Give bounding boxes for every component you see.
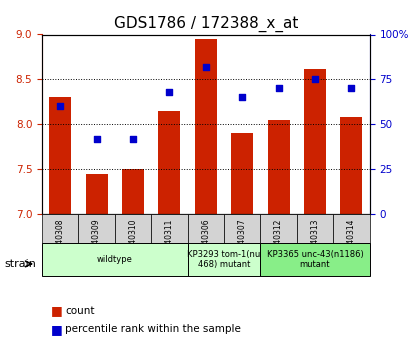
Text: percentile rank within the sample: percentile rank within the sample bbox=[65, 325, 241, 334]
FancyBboxPatch shape bbox=[42, 214, 79, 243]
Title: GDS1786 / 172388_x_at: GDS1786 / 172388_x_at bbox=[114, 16, 298, 32]
FancyBboxPatch shape bbox=[333, 214, 370, 243]
Point bbox=[239, 95, 246, 100]
FancyBboxPatch shape bbox=[42, 243, 188, 276]
Bar bbox=[304, 69, 326, 214]
Bar bbox=[268, 120, 289, 214]
FancyBboxPatch shape bbox=[224, 214, 260, 243]
Bar bbox=[158, 111, 180, 214]
Point bbox=[93, 136, 100, 141]
Bar bbox=[49, 97, 71, 214]
Text: GSM40313: GSM40313 bbox=[310, 218, 320, 260]
FancyBboxPatch shape bbox=[151, 214, 188, 243]
Text: GSM40311: GSM40311 bbox=[165, 218, 174, 260]
Text: GSM40314: GSM40314 bbox=[347, 218, 356, 260]
Text: GSM40309: GSM40309 bbox=[92, 218, 101, 260]
Point bbox=[130, 136, 136, 141]
Bar bbox=[231, 133, 253, 214]
FancyBboxPatch shape bbox=[115, 214, 151, 243]
Bar bbox=[341, 117, 362, 214]
FancyBboxPatch shape bbox=[188, 214, 224, 243]
Text: GSM40308: GSM40308 bbox=[56, 218, 65, 260]
Point bbox=[57, 104, 63, 109]
Bar bbox=[122, 169, 144, 214]
Text: GSM40312: GSM40312 bbox=[274, 218, 283, 260]
FancyBboxPatch shape bbox=[188, 243, 260, 276]
FancyBboxPatch shape bbox=[260, 243, 370, 276]
Point bbox=[348, 86, 355, 91]
Text: GSM40306: GSM40306 bbox=[201, 218, 210, 260]
Point bbox=[312, 77, 318, 82]
Text: ■: ■ bbox=[50, 323, 62, 336]
Point bbox=[166, 89, 173, 95]
Text: wildtype: wildtype bbox=[97, 255, 133, 264]
Text: count: count bbox=[65, 306, 94, 315]
FancyBboxPatch shape bbox=[297, 214, 333, 243]
Point bbox=[202, 64, 209, 70]
FancyBboxPatch shape bbox=[79, 214, 115, 243]
Bar bbox=[195, 39, 217, 214]
Text: KP3365 unc-43(n1186)
mutant: KP3365 unc-43(n1186) mutant bbox=[267, 250, 363, 269]
FancyBboxPatch shape bbox=[260, 214, 297, 243]
Text: strain: strain bbox=[4, 259, 36, 269]
Point bbox=[275, 86, 282, 91]
Bar bbox=[86, 174, 108, 214]
Text: GSM40307: GSM40307 bbox=[238, 218, 247, 260]
Text: ■: ■ bbox=[50, 304, 62, 317]
Text: GSM40310: GSM40310 bbox=[129, 218, 137, 260]
Text: KP3293 tom-1(nu
468) mutant: KP3293 tom-1(nu 468) mutant bbox=[187, 250, 261, 269]
